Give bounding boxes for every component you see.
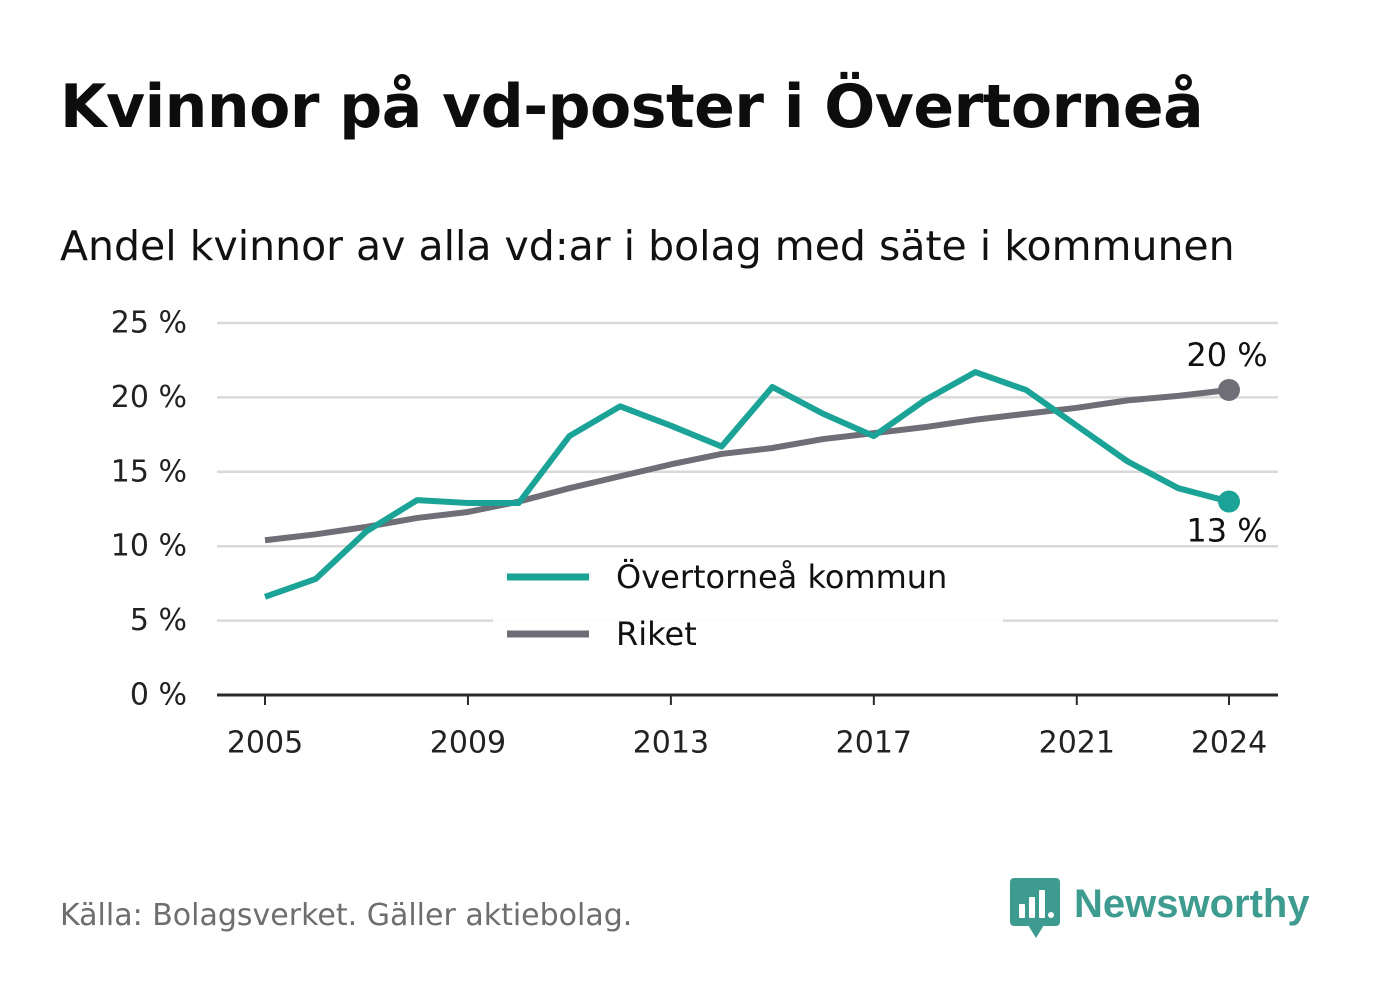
- legend-label: Riket: [616, 615, 697, 653]
- x-tick-label: 2017: [836, 726, 912, 761]
- series-line-overtornea: [264, 369, 1230, 600]
- end-labels: 13 % 20 %: [1183, 333, 1270, 553]
- x-tick-label: 2009: [430, 726, 506, 761]
- legend-background: [493, 548, 1003, 666]
- y-tick-label: 10 %: [111, 529, 187, 564]
- y-tick-label: 25 %: [111, 306, 187, 341]
- legend-label: Övertorneå kommun: [616, 558, 947, 596]
- x-tick-label: 2005: [227, 726, 303, 761]
- newsworthy-chart-icon: [1010, 878, 1060, 938]
- y-tick-label: 20 %: [111, 380, 187, 415]
- end-marker: [1218, 378, 1240, 401]
- series-line-riket: [264, 386, 1230, 544]
- chart-title: Kvinnor på vd-poster i Övertorneå: [60, 72, 1204, 142]
- x-tick-label: 2013: [633, 726, 709, 761]
- brand-logo[interactable]: Newsworthy: [1010, 878, 1310, 940]
- x-tick-label: 2021: [1039, 726, 1115, 761]
- y-tick-label: 0 %: [130, 678, 187, 713]
- chart-subtitle: Andel kvinnor av alla vd:ar i bolag med …: [60, 222, 1235, 270]
- y-tick-label: 15 %: [111, 454, 187, 489]
- series-lines: [264, 369, 1230, 600]
- axes: 0 % 5 % 10 % 15 % 20 % 25 % 2005 2009 2013 2017 20…: [111, 306, 1278, 761]
- end-value-label: 20 %: [1186, 336, 1267, 374]
- y-tick-label: 5 %: [130, 603, 187, 638]
- legend: Övertorneå kommun Riket: [493, 548, 1003, 666]
- end-marker: [1218, 490, 1240, 513]
- x-tick-label: 2024: [1191, 726, 1267, 761]
- end-value-label: 13 %: [1186, 512, 1267, 550]
- source-note: Källa: Bolagsverket. Gäller aktiebolag.: [60, 898, 633, 933]
- brand-name: Newsworthy: [1074, 882, 1310, 926]
